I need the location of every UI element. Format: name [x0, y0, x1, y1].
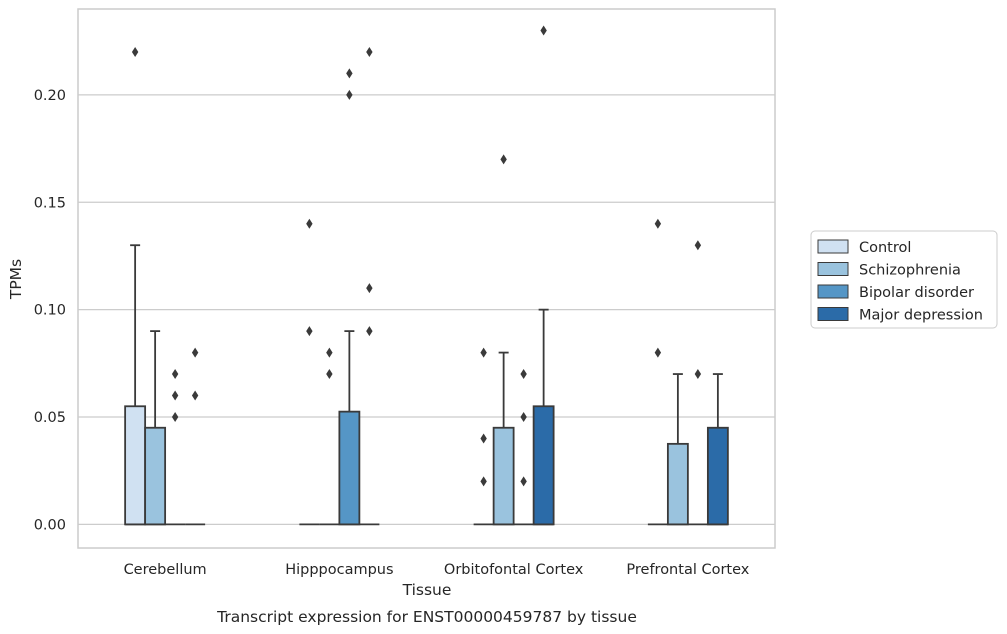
box-rect [144, 426, 167, 526]
y-tick-label: 0.00 [34, 517, 66, 533]
box-group [338, 68, 361, 526]
legend: Control Schizophrenia Bipolar disorder Majo… [810, 230, 998, 329]
box-rect [532, 405, 555, 526]
legend-label: Major depression [859, 308, 983, 324]
boxes [124, 25, 729, 526]
box-rect [666, 442, 689, 526]
box-group [165, 369, 186, 526]
outlier-point [694, 240, 702, 251]
y-tick-label: 0.10 [34, 303, 66, 319]
outlier-point [480, 347, 487, 358]
box-group [513, 369, 534, 526]
legend-swatch [817, 239, 849, 254]
box-rect [338, 410, 361, 526]
y-tick-label: 0.05 [34, 410, 66, 426]
outlier-point [171, 390, 179, 401]
box-group [706, 373, 729, 526]
x-tick-label: Hipppocampus [285, 562, 393, 578]
outlier-point [520, 412, 527, 423]
legend-frame [810, 230, 998, 329]
chart-caption: Transcript expression for ENST0000045978… [216, 608, 637, 626]
box-group [144, 330, 167, 526]
outlier-point [520, 369, 527, 380]
box-rect [706, 426, 729, 526]
outlier-point [306, 326, 313, 337]
y-axis-ticks: 0.00 0.05 0.10 0.15 0.20 [34, 88, 66, 533]
outlier-point [326, 369, 333, 380]
outlier-point [131, 46, 139, 57]
box-group [647, 218, 668, 526]
legend-swatch [817, 307, 849, 321]
plot-border [77, 8, 776, 549]
box-group [687, 240, 708, 526]
x-tick-label: Orbitofontal Cortex [444, 562, 584, 578]
outlier-point [346, 68, 353, 79]
outlier-point [306, 218, 313, 229]
outlier-point [366, 46, 373, 57]
outlier-point [520, 476, 527, 487]
outlier-point [654, 347, 662, 358]
box-group [532, 25, 555, 526]
x-tick-label: Cerebellum [124, 562, 207, 578]
outlier-point [694, 369, 702, 380]
box-group [124, 46, 147, 526]
y-tick-label: 0.20 [34, 88, 66, 104]
legend-label: Control [859, 240, 911, 256]
outlier-point [366, 326, 373, 337]
outlier-point [191, 390, 199, 401]
outlier-point [171, 369, 179, 380]
outlier-point [540, 25, 547, 36]
outlier-point [346, 89, 353, 100]
outlier-point [480, 433, 487, 444]
x-axis-label: Tissue [402, 581, 452, 599]
box-group [299, 218, 320, 526]
outlier-point [654, 218, 662, 229]
box-group [473, 347, 494, 526]
box-group [185, 347, 206, 526]
box-group [666, 373, 689, 526]
x-tick-label: Prefrontal Cortex [626, 562, 749, 578]
y-axis-label: TPMs [7, 259, 25, 300]
outlier-point [171, 412, 179, 423]
outlier-point [326, 347, 333, 358]
box-group [492, 154, 515, 526]
box-rect [124, 405, 147, 526]
legend-label: Bipolar disorder [859, 285, 974, 301]
y-tick-label: 0.15 [34, 195, 66, 211]
legend-swatch [817, 262, 849, 276]
outlier-point [191, 347, 199, 358]
legend-swatch [817, 284, 849, 299]
x-axis-ticks: Cerebellum Hipppocampus Orbitofontal Corte… [124, 562, 750, 578]
box-group [359, 46, 380, 526]
box-group [319, 347, 340, 526]
legend-label: Schizophrenia [859, 263, 961, 279]
outlier-point [500, 154, 507, 165]
box-rect [492, 426, 515, 526]
outlier-point [366, 283, 373, 294]
plot-frame [77, 8, 776, 549]
outlier-point [480, 476, 487, 487]
